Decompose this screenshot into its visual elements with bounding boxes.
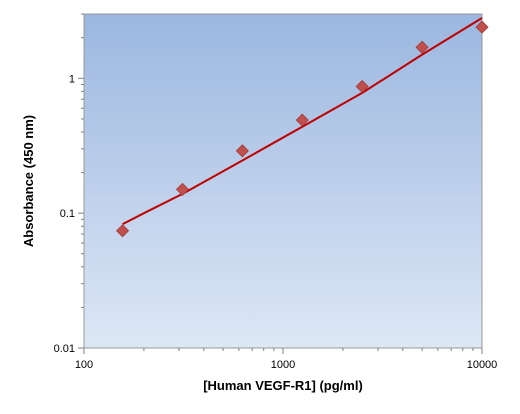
data-point bbox=[475, 20, 489, 34]
data-point bbox=[355, 79, 369, 94]
x-tick-label: 10000 bbox=[467, 359, 498, 371]
x-axis-title: [Human VEGF-R1] (pg/ml) bbox=[203, 378, 363, 393]
axes: 100 1000 10000 0.01 0.1 1 bbox=[54, 13, 498, 371]
plot-area bbox=[83, 13, 483, 349]
y-tick-label: 0.01 bbox=[54, 343, 75, 355]
fit-line bbox=[122, 17, 483, 225]
x-tick-label: 100 bbox=[75, 359, 93, 371]
y-tick-label: 0.1 bbox=[60, 208, 75, 220]
x-tick-label: 1000 bbox=[271, 359, 295, 371]
data-point bbox=[295, 113, 309, 127]
data-point bbox=[116, 224, 130, 238]
data-point bbox=[235, 144, 249, 158]
y-tick-label: 1 bbox=[69, 73, 75, 85]
data-layer bbox=[116, 17, 489, 238]
data-point bbox=[175, 182, 190, 196]
y-axis-title: Absorbance (450 nm) bbox=[21, 115, 36, 247]
data-point bbox=[415, 40, 429, 54]
